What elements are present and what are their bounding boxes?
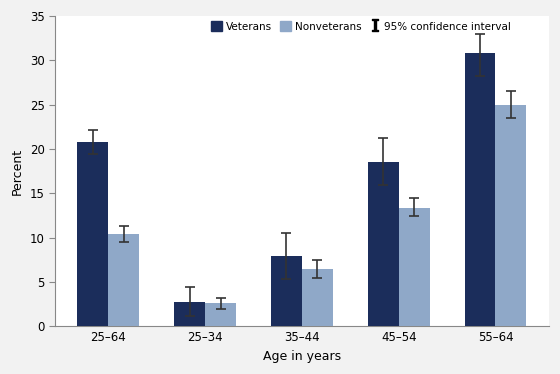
Bar	[109, 234, 139, 327]
Bar	[302, 269, 333, 327]
Bar	[496, 105, 526, 327]
X-axis label: Age in years: Age in years	[263, 350, 341, 363]
Legend: Veterans, Nonveterans, 95% confidence interval: Veterans, Nonveterans, 95% confidence in…	[211, 21, 511, 31]
Bar	[174, 302, 205, 327]
Bar	[368, 162, 399, 327]
Bar	[271, 257, 302, 327]
Bar	[464, 53, 496, 327]
Bar	[399, 208, 430, 327]
Y-axis label: Percent: Percent	[11, 148, 24, 195]
Bar	[77, 142, 109, 327]
Bar	[205, 303, 236, 327]
